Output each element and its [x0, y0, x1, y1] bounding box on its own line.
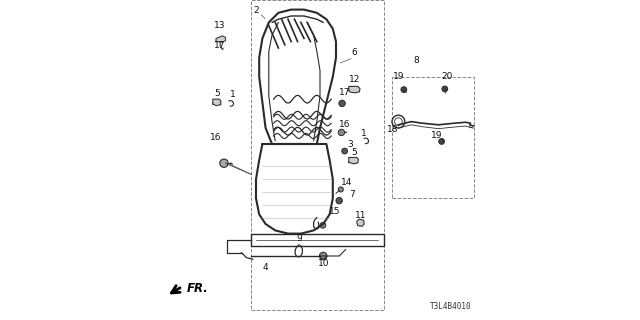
Text: 19: 19 — [393, 72, 404, 81]
Bar — [392, 77, 474, 198]
Text: 17: 17 — [214, 41, 226, 50]
Text: 9: 9 — [296, 234, 302, 243]
Text: 20: 20 — [442, 72, 453, 81]
Circle shape — [342, 148, 348, 154]
Text: FR.: FR. — [187, 282, 208, 295]
Text: 5: 5 — [352, 148, 357, 157]
Text: 6: 6 — [351, 48, 356, 57]
Circle shape — [336, 197, 342, 204]
Text: 12: 12 — [349, 75, 360, 84]
Polygon shape — [212, 99, 221, 106]
Polygon shape — [216, 36, 226, 42]
Polygon shape — [357, 219, 364, 226]
Circle shape — [338, 187, 343, 192]
Bar — [251, 0, 384, 310]
Circle shape — [320, 222, 326, 228]
Circle shape — [319, 252, 327, 260]
Text: 14: 14 — [340, 178, 352, 187]
Circle shape — [339, 100, 346, 107]
Text: 2: 2 — [253, 6, 259, 15]
Text: 11: 11 — [355, 211, 366, 220]
Text: 13: 13 — [214, 21, 226, 30]
Text: 1: 1 — [362, 129, 367, 138]
Text: 7: 7 — [349, 190, 355, 199]
Text: 5: 5 — [214, 89, 220, 98]
Circle shape — [339, 129, 344, 136]
Text: 8: 8 — [413, 56, 419, 65]
Text: 18: 18 — [387, 125, 398, 134]
Text: 4: 4 — [263, 263, 268, 272]
Circle shape — [439, 139, 445, 144]
Text: 10: 10 — [318, 259, 330, 268]
Text: T3L4B4010: T3L4B4010 — [430, 302, 472, 311]
Circle shape — [442, 86, 448, 92]
Text: 3: 3 — [347, 140, 353, 148]
Text: 15: 15 — [329, 207, 340, 216]
Circle shape — [220, 159, 228, 167]
Text: 16: 16 — [339, 120, 350, 129]
Text: 19: 19 — [431, 131, 443, 140]
Text: 17: 17 — [339, 88, 350, 97]
Text: 1: 1 — [230, 90, 236, 99]
Polygon shape — [349, 157, 358, 164]
Circle shape — [401, 87, 407, 92]
Polygon shape — [349, 86, 360, 93]
Text: 16: 16 — [211, 133, 221, 142]
